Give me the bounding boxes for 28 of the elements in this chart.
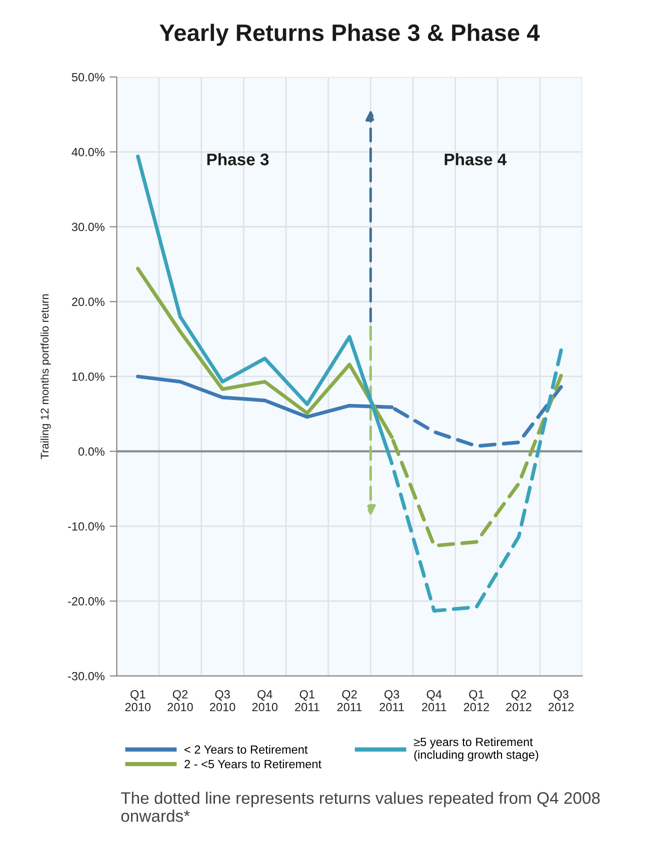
- x-tick-label: Q2 2011: [337, 690, 362, 712]
- x-tick-label: Q4 2010: [252, 690, 278, 712]
- annotation: Phase 3: [207, 153, 269, 166]
- x-tick-label: Q1 2012: [464, 690, 489, 712]
- y-tick-label: 0.0%: [78, 447, 104, 456]
- legend-label: < 2 Years to Retirement: [184, 745, 308, 754]
- x-tick-label: Q2 2012: [506, 690, 532, 712]
- x-tick-label: Q3 2011: [380, 690, 404, 712]
- y-tick-label: -10.0%: [68, 522, 104, 531]
- x-tick-label: Q1 2011: [295, 690, 320, 712]
- y-tick-label: 10.0%: [72, 372, 104, 381]
- y-tick-label: 40.0%: [72, 148, 104, 156]
- x-tick-label: Q2 2010: [168, 690, 193, 712]
- annotation: Phase 4: [444, 153, 507, 166]
- legend-label: 2 - <5 Years to Retirement: [184, 760, 322, 768]
- x-tick-label: Q3 2012: [548, 690, 574, 712]
- x-tick-label: Q3 2010: [210, 690, 236, 712]
- y-axis-title: Trailing 12 months portfolio return: [40, 294, 51, 460]
- y-tick-label: -20.0%: [68, 597, 104, 606]
- y-tick-label: 20.0%: [72, 298, 104, 306]
- x-tick-label: Q4 2011: [422, 690, 446, 712]
- x-tick-label: Q1 2010: [125, 690, 151, 712]
- y-tick-label: -30.0%: [68, 672, 104, 680]
- text: The dotted line represents returns values repeated from Q4 2008 onwards*: [120, 792, 600, 822]
- y-tick-label: 50.0%: [72, 73, 104, 82]
- legend-label: ≥5 years to Retirement (including growth stage): [414, 737, 538, 762]
- chart-title: Yearly Returns Phase 3 & Phase 4: [160, 24, 540, 46]
- y-tick-label: 30.0%: [72, 222, 104, 232]
